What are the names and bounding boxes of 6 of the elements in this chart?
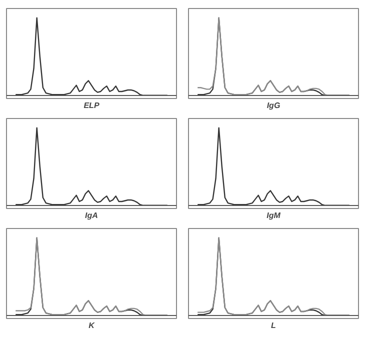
x-axis-title: IgM	[266, 211, 281, 220]
x-axis-title: K	[88, 321, 96, 330]
x-axis-title: ELP	[84, 101, 100, 110]
x-axis-title: L	[271, 321, 276, 330]
x-axis-title: IgG	[266, 101, 280, 110]
x-axis-title: IgA	[85, 211, 98, 220]
